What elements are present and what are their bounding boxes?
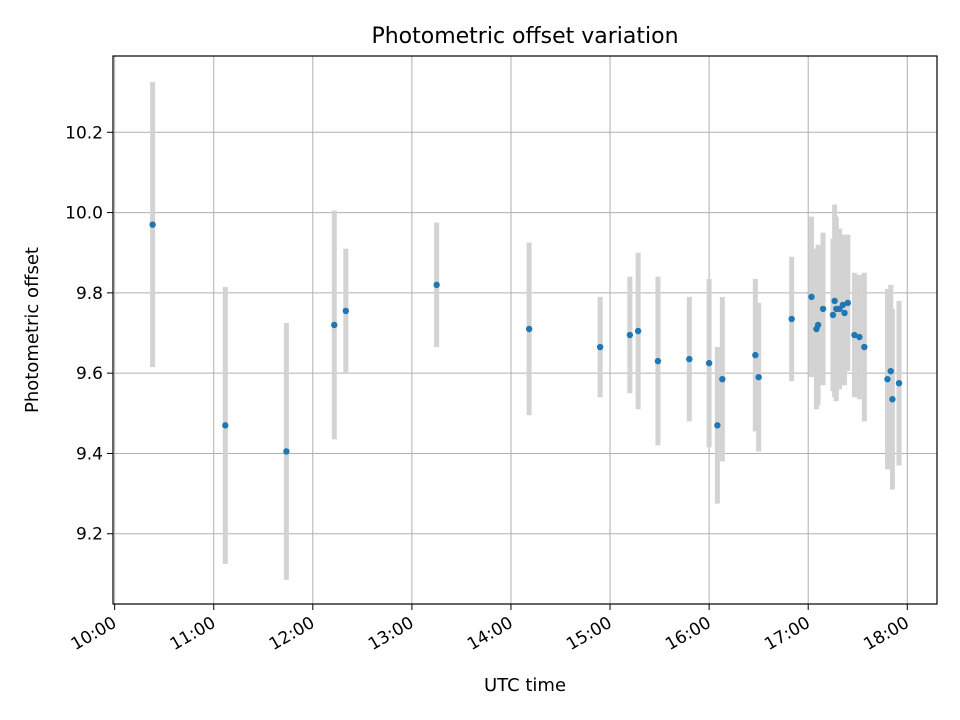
- grid: [113, 56, 937, 604]
- data-point: [788, 315, 795, 323]
- data-point: [719, 375, 726, 383]
- data-point: [705, 359, 713, 367]
- data-point: [814, 321, 822, 329]
- data-point: [829, 311, 837, 319]
- data-point: [525, 325, 533, 333]
- data-point: [839, 301, 847, 309]
- data-point: [342, 307, 350, 315]
- y-axis-ticks: 9.2 9.4 9.6 9.8 10.0 10.2: [65, 123, 113, 545]
- data-point: [887, 367, 894, 375]
- data-point: [222, 422, 229, 429]
- data-point: [686, 355, 693, 363]
- y-tick-label: 10.0: [65, 204, 103, 224]
- y-axis-label: Photometric offset: [22, 247, 43, 413]
- data-point: [433, 281, 440, 289]
- data-point: [819, 305, 827, 313]
- data-point: [851, 331, 858, 339]
- x-axis-label: UTC time: [484, 675, 566, 696]
- data-point: [596, 343, 604, 351]
- y-tick-label: 9.2: [76, 525, 103, 545]
- data-point: [856, 333, 863, 341]
- y-tick-label: 10.2: [65, 123, 103, 143]
- data-point: [884, 375, 891, 383]
- data-point: [831, 297, 838, 305]
- y-tick-label: 9.6: [76, 364, 103, 384]
- chart-title: Photometric offset variation: [371, 24, 678, 49]
- data-point: [626, 331, 634, 339]
- data-point: [844, 299, 852, 307]
- data-point: [889, 396, 896, 403]
- plot-frame: [112, 55, 938, 605]
- data-point: [283, 448, 290, 455]
- y-tick-label: 9.8: [76, 284, 103, 304]
- data-point: [149, 221, 156, 228]
- data-point: [895, 379, 903, 387]
- data-point: [808, 293, 815, 301]
- data-point: [654, 357, 662, 365]
- data-point: [752, 351, 759, 359]
- data-point: [634, 327, 642, 335]
- data-point: [714, 422, 721, 429]
- data-point: [755, 373, 762, 381]
- y-tick-label: 9.4: [76, 444, 103, 464]
- data-point: [861, 343, 868, 351]
- data-points: [149, 221, 903, 455]
- data-point: [331, 321, 338, 329]
- data-point: [841, 309, 848, 317]
